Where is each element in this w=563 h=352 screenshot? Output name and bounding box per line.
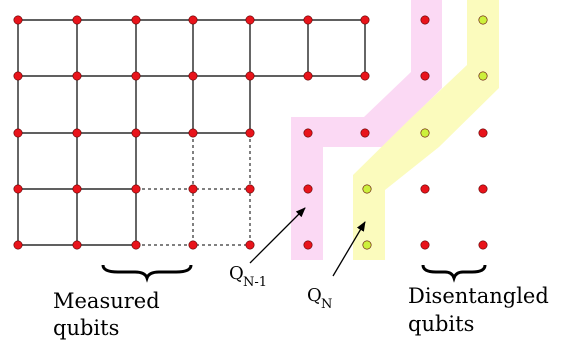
red-qubit-node xyxy=(131,15,141,25)
red-qubit-node xyxy=(72,71,82,81)
green-qubit-node xyxy=(478,71,488,81)
red-qubit-node xyxy=(131,128,141,138)
red-qubit-node xyxy=(13,184,23,194)
red-qubit-node xyxy=(420,71,430,81)
red-qubit-node xyxy=(245,240,255,250)
red-qubit-node xyxy=(72,128,82,138)
red-qubit-node xyxy=(245,71,255,81)
red-qubit-node xyxy=(478,240,488,250)
red-qubit-node xyxy=(303,15,313,25)
red-qubit-node xyxy=(245,15,255,25)
red-qubit-node xyxy=(188,240,198,250)
red-qubit-node xyxy=(420,15,430,25)
red-qubit-node xyxy=(420,240,430,250)
red-qubit-node xyxy=(360,71,370,81)
red-qubit-node xyxy=(360,128,370,138)
disentangled-label-line2: qubits xyxy=(408,312,474,336)
q-n-minus-1-label: Q xyxy=(229,263,244,284)
measured-qubits-brace xyxy=(101,264,193,283)
red-qubit-node xyxy=(72,240,82,250)
red-qubit-node xyxy=(13,15,23,25)
red-qubit-node xyxy=(245,128,255,138)
measured-label-line2: qubits xyxy=(53,316,119,340)
arrow-to-q-n xyxy=(332,221,366,277)
red-qubit-node xyxy=(188,184,198,194)
red-qubit-node xyxy=(188,128,198,138)
red-qubit-node xyxy=(131,184,141,194)
red-qubit-node xyxy=(13,128,23,138)
green-qubit-node xyxy=(362,184,372,194)
q-n-subscript: N xyxy=(321,297,332,312)
red-qubit-node xyxy=(245,184,255,194)
red-qubit-node xyxy=(131,71,141,81)
red-qubit-node xyxy=(72,184,82,194)
red-qubit-node xyxy=(72,15,82,25)
red-qubit-node xyxy=(420,184,430,194)
disentangled-qubits-brace xyxy=(421,264,487,283)
red-qubit-node xyxy=(13,71,23,81)
red-qubit-node xyxy=(188,15,198,25)
green-qubit-node xyxy=(420,128,430,138)
red-qubit-node xyxy=(13,240,23,250)
q-n-label: Q xyxy=(307,285,322,306)
red-qubit-node xyxy=(478,128,488,138)
green-qubit-node xyxy=(362,240,372,250)
red-qubit-node xyxy=(303,240,313,250)
red-qubit-node xyxy=(303,128,313,138)
red-qubit-node xyxy=(478,184,488,194)
red-qubit-node xyxy=(131,240,141,250)
q-n-minus-1-subscript: N-1 xyxy=(243,275,267,290)
measured-label-line1: Measured xyxy=(53,289,160,313)
red-qubit-node xyxy=(303,71,313,81)
red-qubit-node xyxy=(303,184,313,194)
qubit-nodes xyxy=(13,15,488,250)
disentangled-label-line1: Disentangled xyxy=(408,284,549,308)
arrow-to-q-n-minus-1 xyxy=(249,207,306,264)
red-qubit-node xyxy=(188,71,198,81)
red-qubit-node xyxy=(360,15,370,25)
green-qubit-node xyxy=(478,15,488,25)
